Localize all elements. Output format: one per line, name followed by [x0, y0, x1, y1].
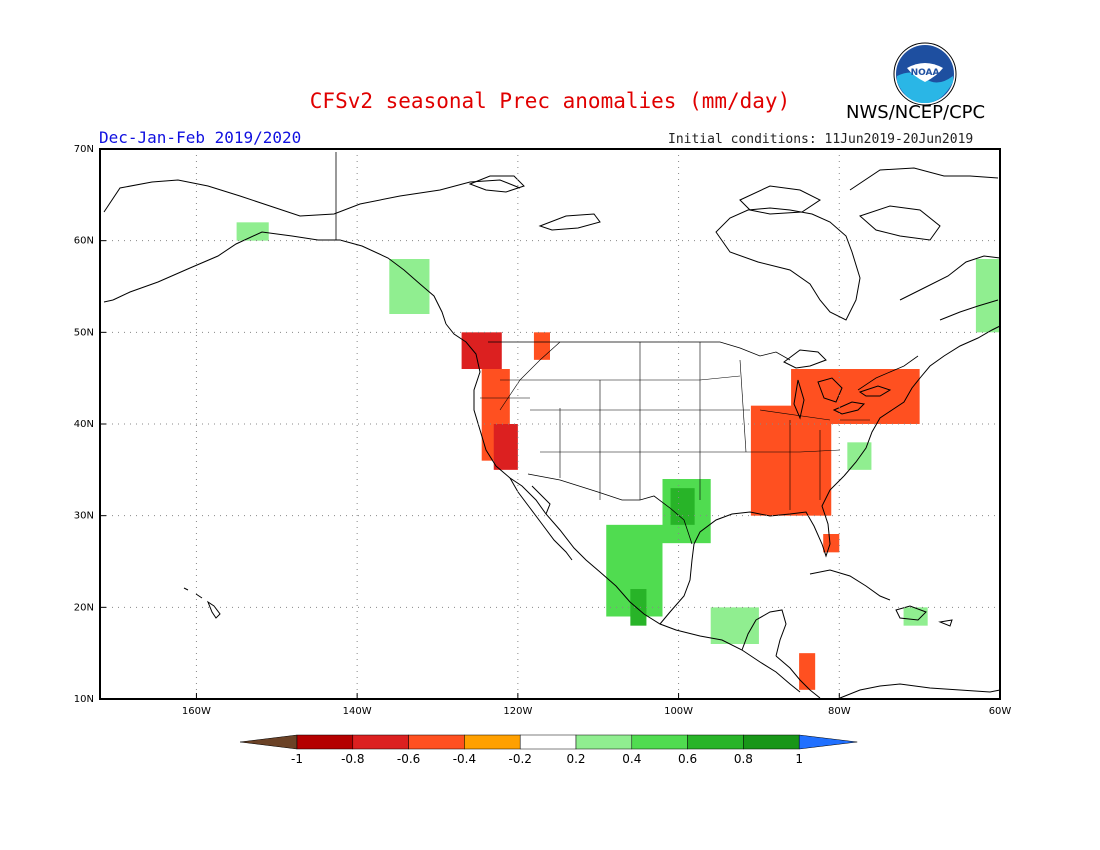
colorbar-box [464, 734, 521, 750]
colorbar-label: -0.8 [341, 752, 364, 766]
lat-tick-label: 30N [74, 511, 94, 522]
anomaly-pacific-northwest-coast [461, 332, 502, 369]
map-gridlines [100, 149, 1000, 699]
anomaly-virginia-carolina [847, 442, 872, 470]
colorbar-right-arrow [798, 734, 858, 750]
anomaly-central-america [799, 653, 816, 690]
lat-tick-label: 40N [74, 419, 94, 430]
colorbar-box [519, 734, 577, 750]
colorbar-box [687, 734, 744, 750]
anomaly-caribbean [903, 607, 928, 626]
anomaly-labrador [975, 259, 1000, 333]
lon-tick-label: 80W [828, 706, 851, 717]
colorbar-label: -0.2 [508, 752, 531, 766]
colorbar-label: -1 [291, 752, 303, 766]
anomaly-fields [236, 222, 1000, 690]
anomaly-florida-peninsula [823, 534, 840, 553]
noaa-logo-text: NOAA [911, 68, 940, 78]
map-title: CFSv2 seasonal Prec anomalies (mm/day) [309, 89, 791, 113]
colorbar-left-arrow [239, 734, 298, 750]
anomaly-great-lakes-northeast [791, 369, 920, 424]
colorbar-label: -0.6 [397, 752, 420, 766]
lat-tick-label: 70N [74, 144, 94, 155]
colorbar-label: 0.2 [566, 752, 585, 766]
colorbar-label: 0.8 [734, 752, 753, 766]
initial-conditions-label: Initial conditions: 11Jun2019-20Jun2019 [668, 132, 974, 147]
lat-tick-label: 10N [74, 694, 94, 705]
season-label: Dec-Jan-Feb 2019/2020 [99, 128, 302, 147]
colorbar-box [575, 734, 633, 750]
colorbar-label: 0.6 [678, 752, 697, 766]
lon-tick-label: 100W [664, 706, 693, 717]
colorbar-box [631, 734, 688, 750]
anomaly-gulf-of-mexico-south [710, 607, 759, 644]
anomaly-south-alaska [236, 222, 269, 241]
coastlines-and-borders [103, 152, 1001, 699]
colorbar-label: 1 [795, 752, 803, 766]
anomaly-central-california-core [493, 424, 518, 470]
colorbar-box [408, 734, 465, 750]
axis-labels: 70N 60N 50N 40N 30N 20N 10N 160W 140W 120W 100W 80W… [74, 144, 1012, 717]
colorbar-box [743, 734, 800, 750]
lat-tick-label: 20N [74, 602, 94, 613]
lon-tick-label: 160W [182, 706, 211, 717]
colorbar-box [352, 734, 409, 750]
noaa-logo: NOAA [893, 42, 957, 106]
anomaly-mexico-southwest-core [630, 589, 647, 626]
colorbar-label: -0.4 [453, 752, 476, 766]
anomaly-northern-rockies [533, 332, 550, 360]
lat-tick-label: 60N [74, 236, 94, 247]
lon-tick-label: 140W [343, 706, 372, 717]
colorbar-box [296, 734, 354, 750]
organization-label: NWS/NCEP/CPC [846, 102, 986, 123]
lat-tick-label: 50N [74, 327, 94, 338]
lon-tick-label: 120W [503, 706, 532, 717]
lon-tick-label: 60W [989, 706, 1012, 717]
colorbar-label: 0.4 [622, 752, 641, 766]
